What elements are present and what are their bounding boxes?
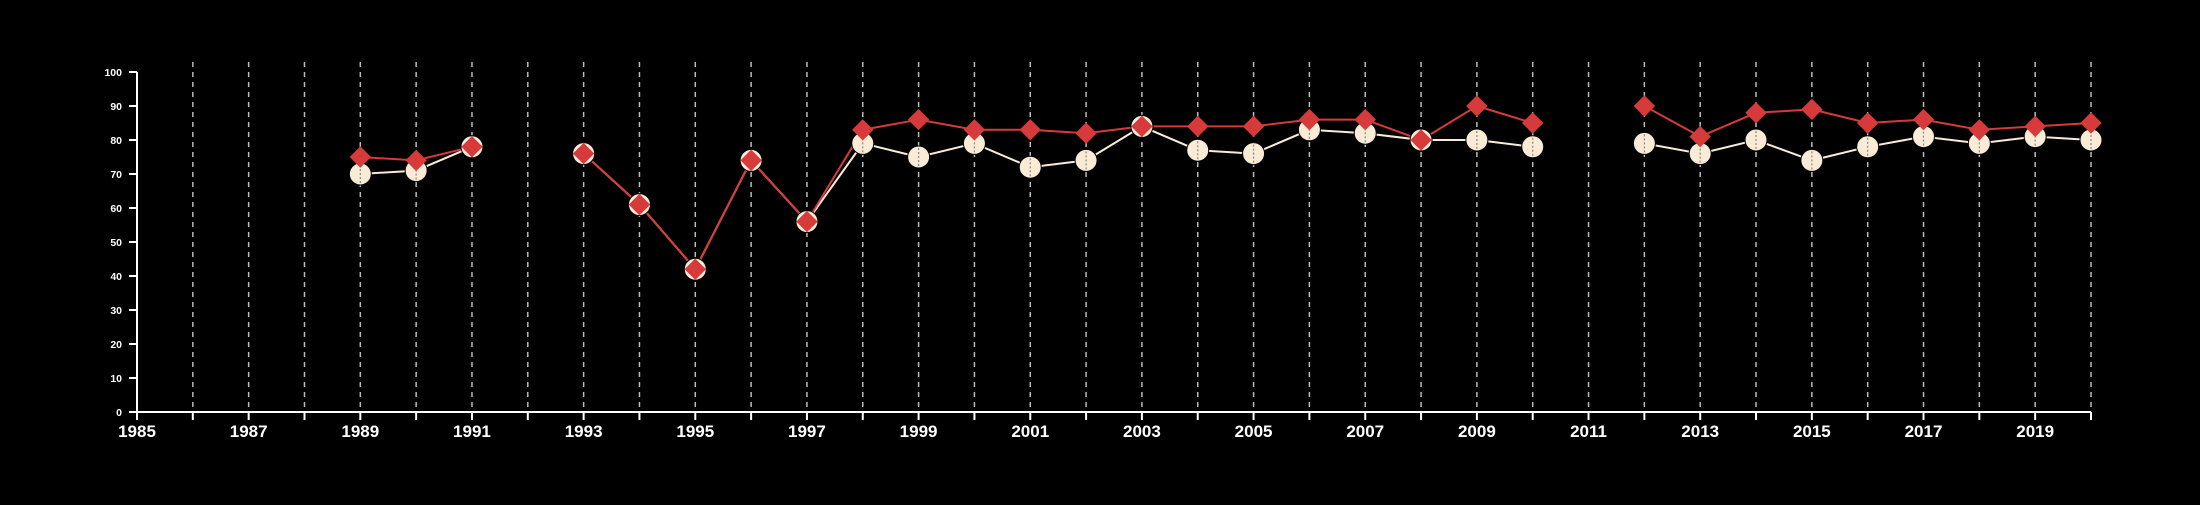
data-point-diamond — [461, 136, 483, 158]
x-tick-label: 1997 — [788, 422, 826, 441]
data-point-diamond — [1242, 115, 1265, 138]
data-point-diamond — [628, 193, 651, 216]
data-point-diamond — [796, 210, 818, 233]
x-tick-label: 2011 — [1570, 422, 1607, 441]
x-tick-label: 2017 — [1905, 422, 1943, 441]
y-tick-label: 20 — [110, 339, 122, 351]
data-point-diamond — [1131, 115, 1153, 138]
data-point-diamond — [740, 149, 762, 172]
x-tick-label: 1985 — [118, 422, 156, 441]
x-tick-label: 1987 — [230, 422, 268, 441]
data-point-diamond — [1410, 129, 1432, 151]
y-tick-label: 70 — [110, 169, 122, 181]
y-tick-label: 50 — [110, 237, 122, 249]
x-tick-label: 2007 — [1346, 422, 1384, 441]
series-line-circle — [582, 125, 1533, 271]
data-point-diamond — [1689, 125, 1711, 148]
y-tick-label: 0 — [116, 407, 122, 419]
data-point-diamond — [1522, 112, 1544, 134]
data-point-diamond — [349, 146, 372, 168]
x-tick-label: 1993 — [565, 422, 603, 441]
series-line-diamond — [582, 104, 1533, 271]
series-group — [348, 95, 2103, 281]
y-tick-label: 80 — [110, 135, 122, 147]
data-point-diamond — [1019, 119, 1041, 141]
x-tick-label: 2009 — [1458, 422, 1496, 441]
y-tick-label: 10 — [110, 373, 122, 385]
y-tick-label: 30 — [110, 305, 122, 317]
axes: 0 10 20 30 40 50 60 70 80 90 100 1985 1987 1989 1991 19… — [104, 67, 2092, 441]
x-tick-label: 1989 — [341, 422, 379, 441]
x-tick-label: 2005 — [1235, 422, 1273, 441]
x-tick-label: 1999 — [900, 422, 938, 441]
y-tick-label: 40 — [110, 271, 122, 283]
data-point-diamond — [2024, 115, 2046, 138]
x-tick-label: 1991 — [453, 422, 491, 441]
x-tick-label: 2013 — [1681, 422, 1719, 441]
x-tick-label: 2001 — [1011, 422, 1049, 441]
data-point-diamond — [907, 108, 930, 131]
data-point-diamond — [1298, 108, 1321, 131]
y-tick-label: 90 — [110, 101, 122, 113]
data-point-diamond — [1354, 108, 1376, 131]
data-point-diamond — [1801, 98, 1823, 121]
data-point-diamond — [1912, 108, 1935, 131]
data-point-diamond — [405, 149, 427, 172]
data-point-diamond — [1745, 102, 1767, 124]
data-point-diamond — [1968, 119, 1991, 141]
data-point-diamond — [963, 119, 986, 141]
data-point-diamond — [1466, 95, 1488, 117]
y-tick-label: 60 — [110, 203, 122, 215]
x-tick-label: 1995 — [676, 422, 714, 441]
x-tick-label: 2019 — [2016, 422, 2054, 441]
data-point-diamond — [684, 258, 706, 280]
data-point-diamond — [1856, 112, 1879, 134]
data-point-diamond — [1187, 115, 1209, 138]
data-point-diamond — [852, 119, 874, 141]
y-tick-label: 100 — [104, 67, 122, 79]
data-point-diamond — [572, 142, 595, 165]
x-tick-label: 2015 — [1793, 422, 1831, 441]
data-point-diamond — [2080, 112, 2102, 134]
grid-lines — [192, 62, 2092, 412]
x-tick-label: 2003 — [1123, 422, 1161, 441]
data-point-diamond — [1633, 95, 1656, 117]
data-point-diamond — [1075, 122, 1097, 144]
